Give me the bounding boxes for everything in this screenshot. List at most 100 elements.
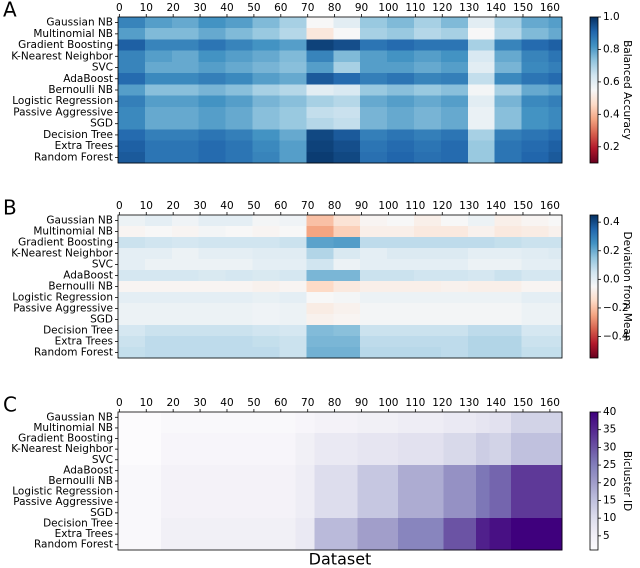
heatmap-cell [333, 303, 361, 315]
heatmap-cell [118, 17, 146, 29]
heatmap-cell [171, 215, 200, 227]
heatmap-cell [548, 248, 563, 260]
row-label: Random Forest [34, 539, 113, 551]
heatmap-cell [548, 106, 563, 119]
heatmap-cell [360, 140, 388, 153]
heatmap-cell [494, 140, 522, 153]
heatmap-cell [198, 303, 226, 315]
x-tick-label: 100 [378, 200, 398, 212]
row-label: SGD [90, 314, 113, 326]
heatmap-cell [198, 226, 226, 238]
row-label: AdaBoost [63, 270, 113, 282]
heatmap-cell [443, 443, 477, 455]
heatmap-cell [475, 486, 490, 498]
heatmap-cell [360, 215, 388, 227]
heatmap-cell [414, 95, 442, 108]
x-tick-label: 110 [405, 200, 425, 212]
heatmap-cell [521, 347, 549, 359]
x-tick-label: 20 [166, 2, 179, 14]
heatmap-cell [279, 336, 307, 348]
heatmap-cell [295, 507, 315, 519]
row-label: Gaussian NB [46, 411, 113, 423]
heatmap-cell [144, 336, 173, 348]
heatmap-cell [144, 325, 173, 337]
heatmap-cell [295, 433, 315, 445]
heatmap-cell [360, 118, 388, 130]
heatmap-cell [360, 336, 388, 348]
heatmap-cell [333, 151, 361, 164]
colorbar [589, 411, 599, 551]
heatmap-cell [333, 248, 361, 260]
heatmap-cell [144, 215, 173, 227]
heatmap-cell [467, 129, 496, 141]
x-tick-label: 140 [486, 397, 506, 409]
heatmap-cell [414, 303, 442, 315]
heatmap-cell [252, 129, 280, 141]
heatmap-cell [440, 118, 469, 130]
colorbar-tick-label: 5 [603, 530, 610, 542]
heatmap-cell [295, 412, 315, 423]
heatmap-cell [118, 95, 146, 108]
heatmap-cell [252, 28, 280, 40]
heatmap-cell [510, 412, 563, 423]
heatmap-cell [144, 39, 173, 51]
heatmap-cell [252, 39, 280, 51]
heatmap-cell [521, 84, 549, 96]
heatmap-cell [333, 129, 361, 141]
heatmap-cell [397, 412, 444, 423]
heatmap-cell [387, 237, 415, 249]
heatmap-cell [279, 248, 307, 260]
row-label: Decision Tree [43, 517, 113, 529]
heatmap-cell [306, 39, 334, 51]
row-label: Bernoulli NB [48, 281, 113, 293]
heatmap-cell [467, 215, 496, 227]
heatmap-cell [360, 314, 388, 326]
heatmap-cell [306, 106, 334, 119]
heatmap-cell [548, 17, 563, 29]
heatmap-cell [118, 292, 146, 304]
heatmap-cell [521, 151, 549, 164]
heatmap-cell [443, 496, 477, 508]
colorbar [589, 16, 599, 164]
heatmap-cell [397, 507, 444, 519]
heatmap-cell [306, 129, 334, 141]
heatmap-cell [279, 325, 307, 337]
x-tick-label: 140 [486, 200, 506, 212]
heatmap-cell [279, 106, 307, 119]
heatmap-cell [306, 347, 334, 359]
heatmap-cell [387, 292, 415, 304]
heatmap-cell [118, 237, 146, 249]
heatmap-cell [548, 73, 563, 85]
heatmap-cell [360, 95, 388, 108]
heatmap-cell [443, 454, 477, 466]
heatmap-cell [295, 528, 315, 540]
heatmap-cell [521, 106, 549, 119]
heatmap-cell [494, 84, 522, 96]
heatmap-cell [521, 39, 549, 51]
heatmap-cell [397, 475, 444, 487]
heatmap-cell [494, 151, 522, 164]
heatmap-cell [171, 118, 200, 130]
x-tick-label: 120 [432, 397, 452, 409]
x-tick-label: 60 [274, 200, 287, 212]
heatmap-cell [198, 28, 226, 40]
heatmap-cell [306, 151, 334, 164]
x-tick-label: 70 [301, 2, 314, 14]
heatmap-cell [295, 475, 315, 487]
heatmap-cell [161, 518, 296, 530]
heatmap-cell [548, 292, 563, 304]
heatmap-cell [475, 507, 490, 519]
heatmap-cell [494, 226, 522, 238]
heatmap-cell [414, 226, 442, 238]
heatmap-cell [252, 84, 280, 96]
heatmap-cell [521, 129, 549, 141]
heatmap-cell [414, 347, 442, 359]
x-tick-label: 90 [355, 397, 368, 409]
heatmap-cell [225, 270, 253, 282]
row-label: Logistic Regression [12, 292, 113, 304]
heatmap-cell [387, 17, 415, 29]
heatmap-cell [360, 61, 388, 74]
heatmap-cell [225, 106, 253, 119]
heatmap-cell [306, 50, 334, 63]
heatmap-cell [314, 412, 358, 423]
